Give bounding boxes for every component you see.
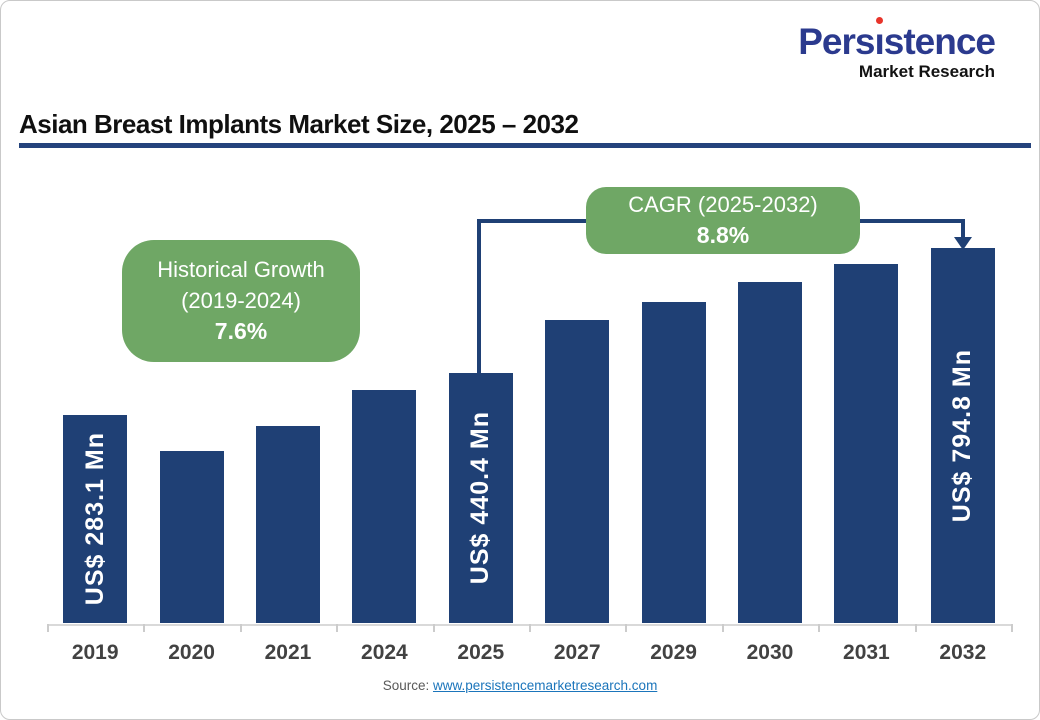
title-underline bbox=[19, 143, 1031, 148]
cagr-connector-vertical-left bbox=[477, 219, 481, 377]
x-axis-tick bbox=[818, 624, 821, 632]
bar-2020 bbox=[159, 451, 224, 623]
historical-growth-label: Historical Growth bbox=[157, 257, 325, 283]
x-axis-tick bbox=[47, 624, 49, 632]
x-axis-label-2021: 2021 bbox=[264, 641, 312, 664]
bar-2029 bbox=[641, 302, 706, 623]
x-axis-tick bbox=[336, 624, 339, 632]
logo-red-dot-i: ı bbox=[874, 17, 885, 62]
bar-2021 bbox=[256, 426, 320, 623]
persistence-market-research-logo: Persıstence Market Research bbox=[798, 17, 996, 81]
cagr-label: CAGR (2025-2032) bbox=[628, 192, 818, 218]
x-axis-label-2020: 2020 bbox=[168, 641, 215, 664]
historical-growth-period: (2019-2024) bbox=[181, 288, 301, 314]
x-axis-tick bbox=[625, 624, 628, 632]
bar-2031 bbox=[834, 264, 899, 623]
bar-value-label-2032: US$ 794.8 Mn bbox=[948, 348, 977, 523]
page-title: Asian Breast Implants Market Size, 2025 … bbox=[19, 109, 579, 139]
historical-growth-value: 7.6% bbox=[214, 317, 268, 344]
cagr-connector-arrowhead-icon bbox=[954, 237, 972, 250]
x-axis-label-2024: 2024 bbox=[361, 641, 408, 664]
x-axis-tick bbox=[1011, 624, 1013, 632]
bar-2030 bbox=[738, 282, 802, 623]
x-axis-label-2031: 2031 bbox=[843, 641, 890, 664]
cagr-bubble: CAGR (2025-2032) 8.8% bbox=[586, 187, 860, 254]
x-axis-tick bbox=[432, 624, 435, 632]
x-axis-tick bbox=[529, 624, 531, 632]
source-label: Source: bbox=[382, 678, 430, 693]
x-axis-tick bbox=[914, 624, 917, 632]
bar-2027 bbox=[545, 320, 610, 623]
x-axis-label-2029: 2029 bbox=[650, 641, 697, 664]
x-axis-tick bbox=[721, 624, 724, 632]
logo-brand-text: Persıstence bbox=[798, 17, 996, 62]
x-axis-label-2025: 2025 bbox=[457, 641, 505, 664]
x-axis-label-2027: 2027 bbox=[553, 641, 601, 664]
x-axis-tick bbox=[143, 624, 146, 632]
bar-2019: US$ 283.1 Mn bbox=[63, 415, 128, 623]
cagr-value: 8.8% bbox=[696, 221, 750, 248]
cagr-connector-vertical-right bbox=[961, 219, 965, 239]
bar-value-label-2025: US$ 440.4 Mn bbox=[466, 411, 495, 585]
x-axis-label-2030: 2030 bbox=[746, 641, 794, 664]
x-axis-tick bbox=[239, 624, 242, 632]
x-axis-label-2032: 2032 bbox=[939, 641, 987, 664]
logo-subtitle: Market Research bbox=[858, 62, 995, 81]
x-axis-label-2019: 2019 bbox=[71, 641, 119, 664]
bar-2024 bbox=[352, 390, 417, 623]
bar-2025: US$ 440.4 Mn bbox=[448, 373, 513, 623]
source-link[interactable]: www.persistencemarketresearch.com bbox=[432, 678, 658, 693]
source-line: Source: www.persistencemarketresearch.co… bbox=[1, 678, 1039, 693]
bar-value-label-2019: US$ 283.1 Mn bbox=[80, 432, 109, 606]
bar-2032: US$ 794.8 Mn bbox=[930, 248, 995, 623]
historical-growth-bubble: Historical Growth (2019-2024) 7.6% bbox=[122, 240, 360, 362]
